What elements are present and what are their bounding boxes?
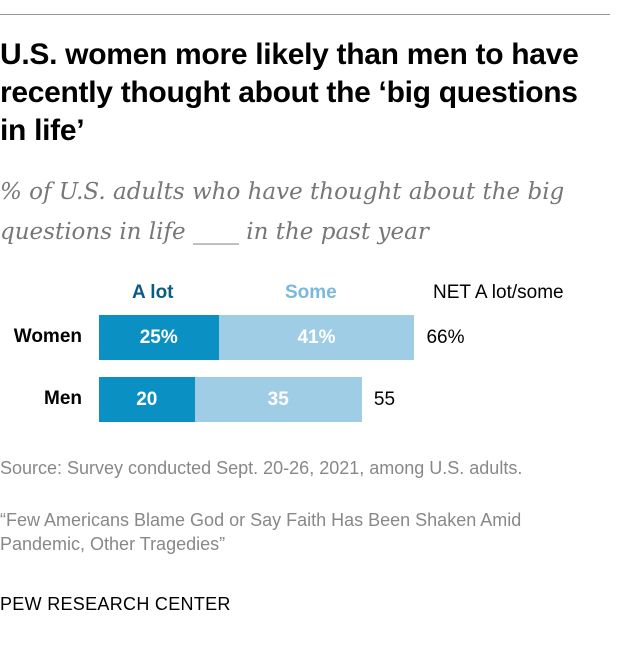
net-label-women: 66% [426,327,465,348]
net-label-men: 55 [373,389,396,410]
bar-a-lot-women: 25% [99,315,219,360]
bar-some-women: 41% [218,315,415,360]
legend-some: Some [285,282,337,303]
legend-net: NET A lot/some [433,282,564,303]
category-label-men: Men [44,388,82,409]
source-note: Source: Survey conducted Sept. 20-26, 20… [0,458,523,478]
top-rule [0,14,610,15]
legend-a-lot: A lot [132,282,174,303]
category-label-women: Women [13,326,82,347]
chart-title: U.S. women more likely than men to have … [0,38,579,147]
bar-some-men: 35 [194,377,362,422]
report-title: “Few Americans Blame God or Say Faith Ha… [0,510,522,554]
chart-subtitle: % of U.S. adults who have thought about … [0,179,565,245]
bar-a-lot-men: 20 [99,377,195,422]
pew-logo-text: PEW RESEARCH CENTER [0,594,231,614]
